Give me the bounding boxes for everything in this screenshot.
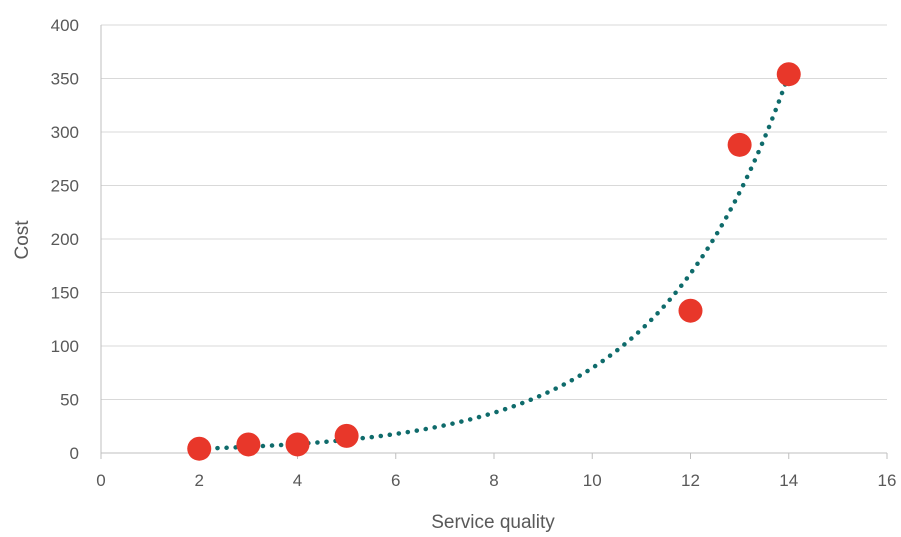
x-tick-labels: 0 2 4 6 8 10 12 14 16 bbox=[96, 471, 896, 490]
x-tick-label: 2 bbox=[195, 471, 204, 490]
y-tick-label: 50 bbox=[60, 391, 79, 410]
data-point bbox=[187, 436, 212, 461]
y-tick-label: 300 bbox=[51, 123, 79, 142]
data-point bbox=[727, 132, 752, 157]
x-tick-label: 10 bbox=[583, 471, 602, 490]
x-tick-label: 12 bbox=[681, 471, 700, 490]
x-tick-label: 14 bbox=[779, 471, 798, 490]
y-tick-labels: 0 50 100 150 200 250 300 350 400 bbox=[51, 16, 79, 463]
trendline bbox=[197, 71, 791, 451]
data-point bbox=[285, 432, 310, 457]
y-axis-title: Cost bbox=[12, 220, 33, 260]
gridlines bbox=[101, 24, 887, 400]
y-tick-label: 350 bbox=[51, 70, 79, 89]
data-point bbox=[236, 432, 261, 457]
y-tick-label: 150 bbox=[51, 284, 79, 303]
y-tick-label: 200 bbox=[51, 230, 79, 249]
data-point bbox=[334, 423, 359, 448]
x-tick-label: 0 bbox=[96, 471, 105, 490]
y-tick-label: 400 bbox=[51, 16, 79, 35]
x-tick-label: 6 bbox=[391, 471, 400, 490]
x-axis-title: Service quality bbox=[431, 512, 555, 533]
axes bbox=[100, 25, 888, 459]
exponential-trendline bbox=[197, 71, 791, 451]
y-tick-label: 100 bbox=[51, 337, 79, 356]
data-points bbox=[187, 62, 801, 461]
data-point bbox=[678, 298, 703, 323]
y-tick-label: 0 bbox=[70, 444, 79, 463]
x-tick-label: 16 bbox=[878, 471, 897, 490]
data-point bbox=[776, 62, 801, 87]
x-tick-label: 4 bbox=[293, 471, 302, 490]
y-tick-label: 250 bbox=[51, 177, 79, 196]
x-tick-label: 8 bbox=[489, 471, 498, 490]
